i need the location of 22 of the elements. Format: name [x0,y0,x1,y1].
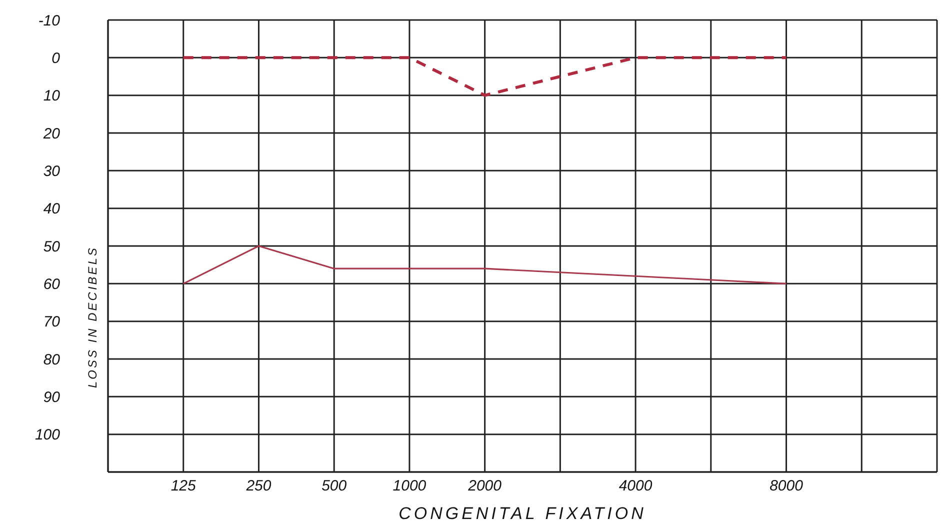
x-axis-title: CONGENITAL FIXATION [398,504,646,523]
y-tick-label: 70 [43,314,61,331]
y-tick-label: 40 [43,200,61,218]
line-series [182,245,788,284]
x-tick-label: 4000 [618,478,653,495]
x-tick-label: 125 [170,478,197,495]
x-tick-label: 8000 [770,478,804,495]
y-tick-label: 100 [34,426,61,444]
y-tick-label: 50 [43,238,61,256]
x-tick-label: 1000 [392,478,427,495]
y-tick-label: 20 [42,125,61,142]
y-tick-label: 80 [43,351,61,368]
x-tick-label: 500 [322,478,348,495]
y-tick-label: 30 [43,162,61,180]
y-tick-label: 90 [43,388,61,406]
y-tick-label: -10 [38,12,61,30]
y-tick-label: 0 [52,50,61,67]
y-tick-label: 10 [43,88,61,105]
y-tick-label: 60 [43,276,61,293]
x-tick-label: 2000 [467,478,502,495]
x-tick-label: 250 [245,478,272,495]
y-axis-title: LOSS IN DECIBELS [85,246,100,388]
